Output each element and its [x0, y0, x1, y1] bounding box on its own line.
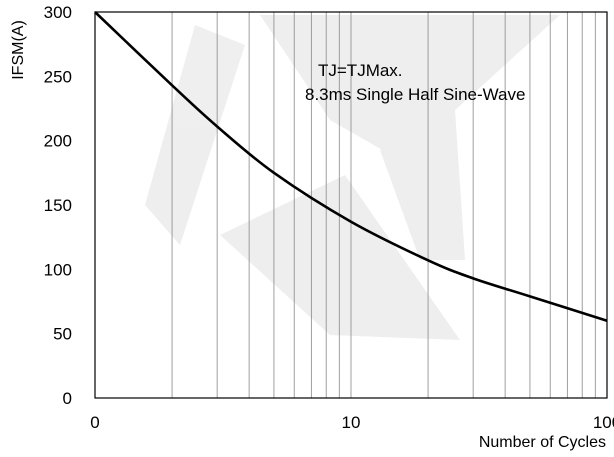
y-tick-label: 50	[53, 325, 72, 344]
x-tick-label: 100	[593, 413, 614, 432]
y-axis-ticks: 0 50 100 150 200 250 300	[44, 3, 72, 408]
series-line	[94, 11, 608, 323]
y-tick-label: 200	[44, 132, 72, 151]
plot-area-frame	[94, 11, 608, 399]
y-tick-label: 250	[44, 67, 72, 86]
annotation-line-2: 8.3ms Single Half Sine-Wave	[305, 85, 525, 104]
x-axis-ticks: 0 10 100	[90, 413, 614, 432]
x-axis-label: Number of Cycles	[479, 434, 606, 451]
y-tick-label: 300	[44, 3, 72, 22]
x-tick-label: 10	[342, 413, 361, 432]
x-tick-label: 0	[90, 413, 99, 432]
annotation-line-1: TJ=TJMax.	[318, 61, 403, 80]
y-tick-label: 0	[63, 389, 72, 408]
watermark-logo	[145, 15, 560, 340]
y-axis-label: IFSM(A)	[10, 20, 27, 80]
y-tick-label: 100	[44, 260, 72, 279]
y-tick-label: 150	[44, 196, 72, 215]
chart-gridlines	[171, 12, 596, 398]
chart-series	[94, 11, 608, 323]
